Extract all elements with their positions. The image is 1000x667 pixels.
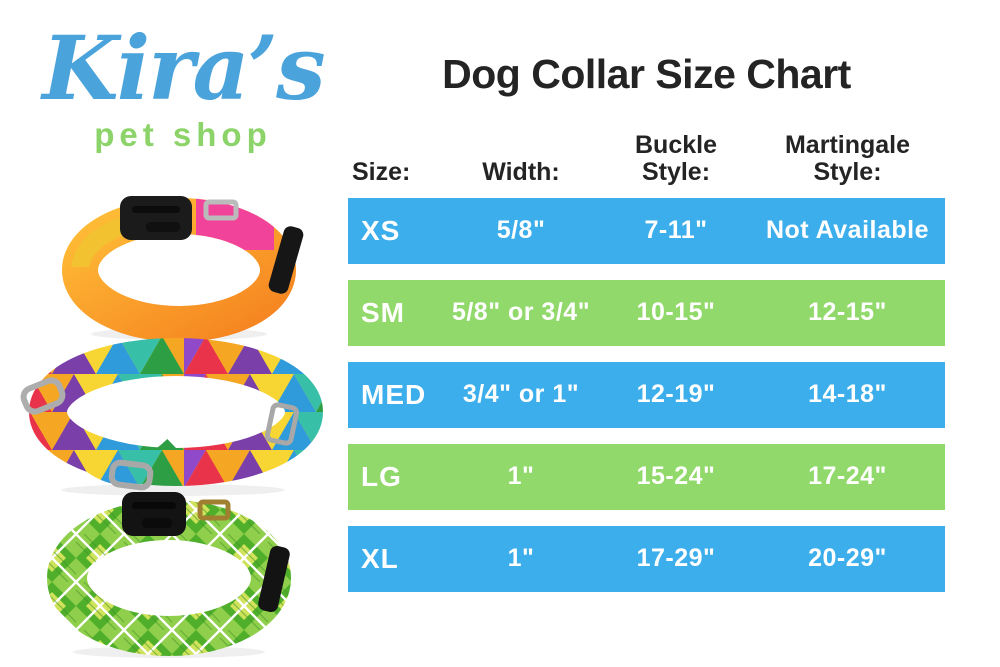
table-row: XS 5/8" 7-11" Not Available [348, 197, 945, 264]
column-header-width: Width: [482, 157, 560, 186]
rainbow-collar-illustration [20, 338, 323, 496]
row-width-value: 1" [507, 462, 535, 491]
martingale-loop [60, 430, 185, 486]
table-row: LG 1" 15-24" 17-24" [348, 443, 945, 510]
black-plastic-buckle [122, 492, 186, 536]
row-width-value: 5/8" [496, 216, 546, 245]
table-row: XL 1" 17-29" 20-29" [348, 525, 945, 592]
row-buckle-value: 10-15" [636, 298, 716, 327]
size-table-body: XS 5/8" 7-11" Not Available SM 5/8" or 3… [348, 197, 945, 592]
black-adjuster [268, 226, 304, 294]
metal-keeper [203, 199, 239, 221]
row-martingale-value: 20-29" [808, 544, 887, 573]
black-plastic-buckle [120, 196, 192, 240]
row-size-label: SM [361, 296, 405, 328]
row-buckle-value: 15-24" [636, 462, 716, 491]
size-chart-panel: Dog Collar Size Chart Size: Width: Buckl… [348, 52, 945, 608]
row-martingale-value: 17-24" [808, 462, 887, 491]
metal-d-ring-bottom [108, 459, 154, 491]
column-header-buckle: Buckle Style: [635, 131, 717, 186]
table-header-row: Size: Width: Buckle Style: Martingale St… [348, 132, 945, 185]
logo-script-text: Kira’s [42, 16, 325, 120]
row-width-value: 5/8" or 3/4" [451, 298, 591, 327]
collar-band-argyle [47, 500, 291, 656]
row-buckle-value: 12-19" [636, 380, 716, 409]
brass-keeper [197, 499, 231, 521]
row-martingale-value: Not Available [765, 216, 930, 245]
black-adjuster [258, 545, 290, 613]
row-size-label: XL [361, 542, 399, 574]
table-row: SM 5/8" or 3/4" 10-15" 12-15" [348, 279, 945, 346]
column-header-size: Size: [352, 157, 411, 186]
page-title: Dog Collar Size Chart [442, 51, 851, 97]
orange-collar-illustration [62, 196, 304, 342]
row-buckle-value: 17-29" [636, 544, 716, 573]
row-buckle-value: 7-11" [644, 216, 708, 245]
logo-subtitle-text: pet shop [94, 116, 272, 154]
column-header-martingale: Martingale Style: [784, 131, 911, 186]
rainbow-martingale-collar-photo [8, 336, 330, 498]
orange-buckle-collar-photo [48, 192, 310, 342]
row-martingale-value: 14-18" [808, 380, 887, 409]
collar-band-rainbow [29, 338, 323, 486]
metal-slider-right [264, 402, 300, 446]
table-row: MED 3/4" or 1" 12-19" 14-18" [348, 361, 945, 428]
row-size-label: LG [361, 460, 402, 492]
green-collar-illustration [47, 492, 291, 658]
row-size-label: MED [361, 378, 427, 410]
row-width-value: 3/4" or 1" [462, 380, 580, 409]
row-size-label: XS [361, 214, 401, 246]
row-martingale-value: 12-15" [808, 298, 887, 327]
green-argyle-collar-photo [28, 486, 310, 660]
row-width-value: 1" [507, 544, 535, 573]
metal-d-ring-left [20, 377, 66, 415]
logo: Kira’s pet shop [38, 22, 328, 154]
